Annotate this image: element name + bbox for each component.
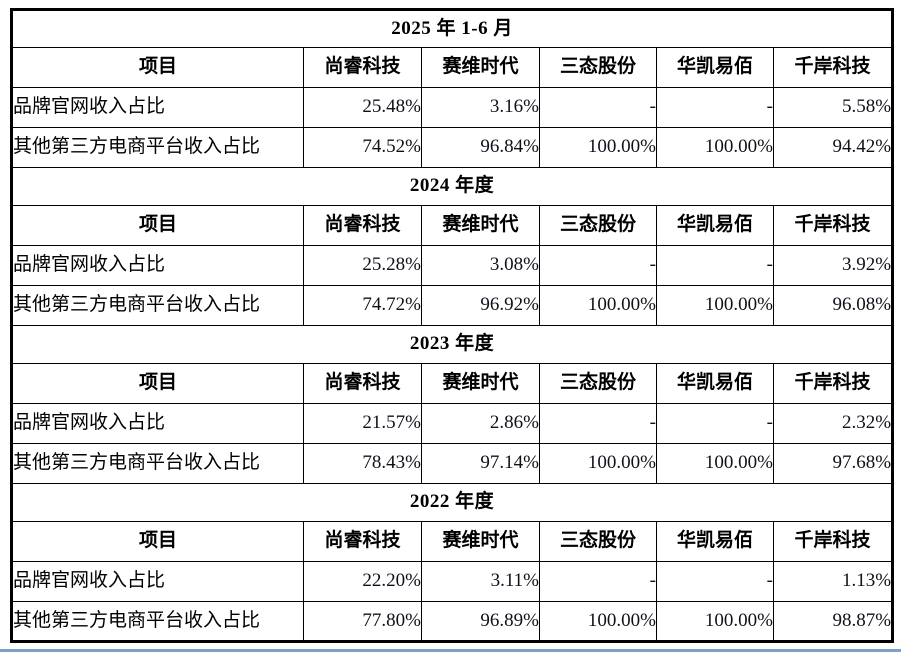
row-label: 其他第三方电商平台收入占比 — [11, 127, 304, 168]
header-row: 项目 尚睿科技 赛维时代 三态股份 华凯易佰 千岸科技 — [11, 521, 894, 562]
col-header-santai: 三态股份 — [539, 205, 657, 246]
col-header-shangrui: 尚睿科技 — [303, 363, 422, 404]
col-header-saiwei: 赛维时代 — [421, 521, 540, 562]
row-third-party-share: 其他第三方电商平台收入占比 74.52% 96.84% 100.00% 100.… — [11, 127, 894, 168]
section-title: 2024 年度 — [10, 167, 894, 206]
row-label: 品牌官网收入占比 — [11, 403, 304, 444]
col-header-qianan: 千岸科技 — [772, 47, 894, 88]
col-header-shangrui: 尚睿科技 — [303, 205, 422, 246]
cell: 100.00% — [656, 285, 774, 326]
row-label: 品牌官网收入占比 — [11, 561, 304, 602]
cell: 25.48% — [303, 87, 422, 128]
cell: - — [656, 403, 774, 444]
row-brand-site-share: 品牌官网收入占比 21.57% 2.86% - - 2.32% — [11, 403, 894, 444]
col-header-shangrui: 尚睿科技 — [303, 47, 422, 88]
cell: 74.72% — [303, 285, 422, 326]
section-title-row-2024: 2024 年度 — [10, 167, 894, 206]
col-header-item: 项目 — [11, 363, 304, 404]
cell: 78.43% — [303, 443, 422, 484]
row-label: 品牌官网收入占比 — [11, 245, 304, 286]
cell: 100.00% — [539, 601, 657, 642]
col-header-qianan: 千岸科技 — [772, 521, 894, 562]
col-header-qianan: 千岸科技 — [772, 205, 894, 246]
cell: 5.58% — [772, 87, 894, 128]
cell: 100.00% — [656, 443, 774, 484]
header-row: 项目 尚睿科技 赛维时代 三态股份 华凯易佰 千岸科技 — [11, 363, 894, 404]
cell: 97.68% — [772, 443, 894, 484]
col-header-shangrui: 尚睿科技 — [303, 521, 422, 562]
row-label: 品牌官网收入占比 — [11, 87, 304, 128]
bottom-divider-line — [0, 649, 901, 652]
cell: 3.11% — [421, 561, 540, 602]
section-title: 2025 年 1-6 月 — [10, 9, 894, 48]
col-header-santai: 三态股份 — [539, 47, 657, 88]
cell: 100.00% — [539, 285, 657, 326]
cell: 100.00% — [539, 443, 657, 484]
revenue-share-comparison-table: 2025 年 1-6 月 项目 尚睿科技 赛维时代 三态股份 华凯易佰 千岸科技… — [10, 8, 895, 643]
cell: 3.92% — [772, 245, 894, 286]
col-header-item: 项目 — [11, 47, 304, 88]
cell: 100.00% — [656, 601, 774, 642]
cell: 96.08% — [772, 285, 894, 326]
header-row: 项目 尚睿科技 赛维时代 三态股份 华凯易佰 千岸科技 — [11, 205, 894, 246]
cell: 2.86% — [421, 403, 540, 444]
cell: - — [539, 403, 657, 444]
section-title: 2022 年度 — [10, 483, 894, 522]
col-header-huakai: 华凯易佰 — [656, 363, 774, 404]
cell: 96.92% — [421, 285, 540, 326]
col-header-item: 项目 — [11, 521, 304, 562]
row-brand-site-share: 品牌官网收入占比 22.20% 3.11% - - 1.13% — [11, 561, 894, 602]
cell: 77.80% — [303, 601, 422, 642]
cell: - — [656, 561, 774, 602]
cell: 22.20% — [303, 561, 422, 602]
row-label: 其他第三方电商平台收入占比 — [11, 443, 304, 484]
cell: 94.42% — [772, 127, 894, 168]
col-header-santai: 三态股份 — [539, 363, 657, 404]
col-header-saiwei: 赛维时代 — [421, 47, 540, 88]
cell: 74.52% — [303, 127, 422, 168]
cell: 3.16% — [421, 87, 540, 128]
cell: 2.32% — [772, 403, 894, 444]
cell: 1.13% — [772, 561, 894, 602]
row-label: 其他第三方电商平台收入占比 — [11, 285, 304, 326]
cell: 100.00% — [656, 127, 774, 168]
row-label: 其他第三方电商平台收入占比 — [11, 601, 304, 642]
cell: 25.28% — [303, 245, 422, 286]
cell: 3.08% — [421, 245, 540, 286]
cell: 98.87% — [772, 601, 894, 642]
col-header-huakai: 华凯易佰 — [656, 47, 774, 88]
col-header-qianan: 千岸科技 — [772, 363, 894, 404]
section-title-row-2025h1: 2025 年 1-6 月 — [10, 9, 894, 48]
col-header-item: 项目 — [11, 205, 304, 246]
cell: 97.14% — [421, 443, 540, 484]
col-header-huakai: 华凯易佰 — [656, 521, 774, 562]
cell: - — [539, 87, 657, 128]
cell: 96.84% — [421, 127, 540, 168]
section-title: 2023 年度 — [10, 325, 894, 364]
cell: - — [656, 87, 774, 128]
row-third-party-share: 其他第三方电商平台收入占比 78.43% 97.14% 100.00% 100.… — [11, 443, 894, 484]
cell: - — [539, 561, 657, 602]
col-header-huakai: 华凯易佰 — [656, 205, 774, 246]
section-title-row-2023: 2023 年度 — [10, 325, 894, 364]
col-header-saiwei: 赛维时代 — [421, 363, 540, 404]
col-header-saiwei: 赛维时代 — [421, 205, 540, 246]
cell: - — [656, 245, 774, 286]
cell: 21.57% — [303, 403, 422, 444]
col-header-santai: 三态股份 — [539, 521, 657, 562]
row-third-party-share: 其他第三方电商平台收入占比 74.72% 96.92% 100.00% 100.… — [11, 285, 894, 326]
cell: 100.00% — [539, 127, 657, 168]
header-row: 项目 尚睿科技 赛维时代 三态股份 华凯易佰 千岸科技 — [11, 47, 894, 88]
cell: - — [539, 245, 657, 286]
cell: 96.89% — [421, 601, 540, 642]
row-brand-site-share: 品牌官网收入占比 25.28% 3.08% - - 3.92% — [11, 245, 894, 286]
row-brand-site-share: 品牌官网收入占比 25.48% 3.16% - - 5.58% — [11, 87, 894, 128]
section-title-row-2022: 2022 年度 — [10, 483, 894, 522]
row-third-party-share: 其他第三方电商平台收入占比 77.80% 96.89% 100.00% 100.… — [11, 601, 894, 642]
